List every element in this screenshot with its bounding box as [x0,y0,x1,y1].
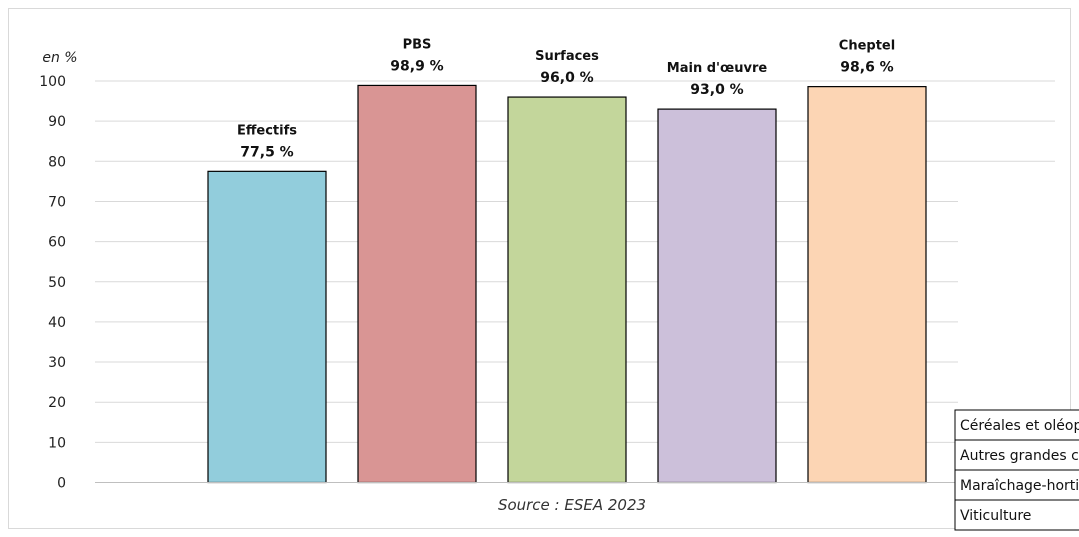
side-table-cell [954,469,1079,501]
bar [507,96,627,484]
y-tick-label: 40 [48,315,66,331]
data-labels: Effectifs 77,5 % PBS 98,9 % Surfaces 96,0 % Ma… [237,37,895,160]
value-label: 93,0 % [690,82,743,98]
source-note: Source : ESEA 2023 [498,496,646,514]
side-table-row-label: Autres grandes cultures [960,448,1079,464]
side-table-row-label: Céréales et oléoprotéagineux [960,418,1079,434]
bar [357,84,477,484]
category-label: Main d'œuvre [667,61,768,76]
bar [207,170,327,484]
value-label: 98,9 % [390,58,443,74]
y-tick-label: 20 [48,395,66,411]
category-label: Surfaces [535,49,599,64]
y-tick-label: 70 [48,194,66,210]
value-label: 96,0 % [540,70,593,86]
y-tick-label: 60 [48,235,66,251]
y-tick-label: 100 [39,74,66,90]
value-label: 77,5 % [240,144,293,160]
bars [207,84,927,484]
category-label: Cheptel [839,39,895,54]
category-label: Effectifs [237,123,297,138]
side-table-row-label: Viticulture [960,508,1031,524]
y-axis: 0 10 20 30 40 50 60 70 80 90 100 [39,74,66,492]
side-table-row-label: Maraîchage-horticulture [960,478,1079,494]
category-label: PBS [403,37,432,52]
side-table: Céréales et oléoprotéagineux Autres grand… [954,409,1079,531]
side-table-cell [954,499,1079,531]
y-tick-label: 90 [48,114,66,130]
side-table-cell [954,439,1079,471]
bar [657,108,777,484]
y-tick-label: 30 [48,355,66,371]
y-tick-label: 10 [48,435,66,451]
bar [807,86,927,484]
y-tick-label: 50 [48,275,66,291]
y-tick-label: 80 [48,154,66,170]
value-label: 98,6 % [840,60,893,76]
y-tick-label: 0 [57,476,66,492]
unit-label: en % [42,50,77,66]
